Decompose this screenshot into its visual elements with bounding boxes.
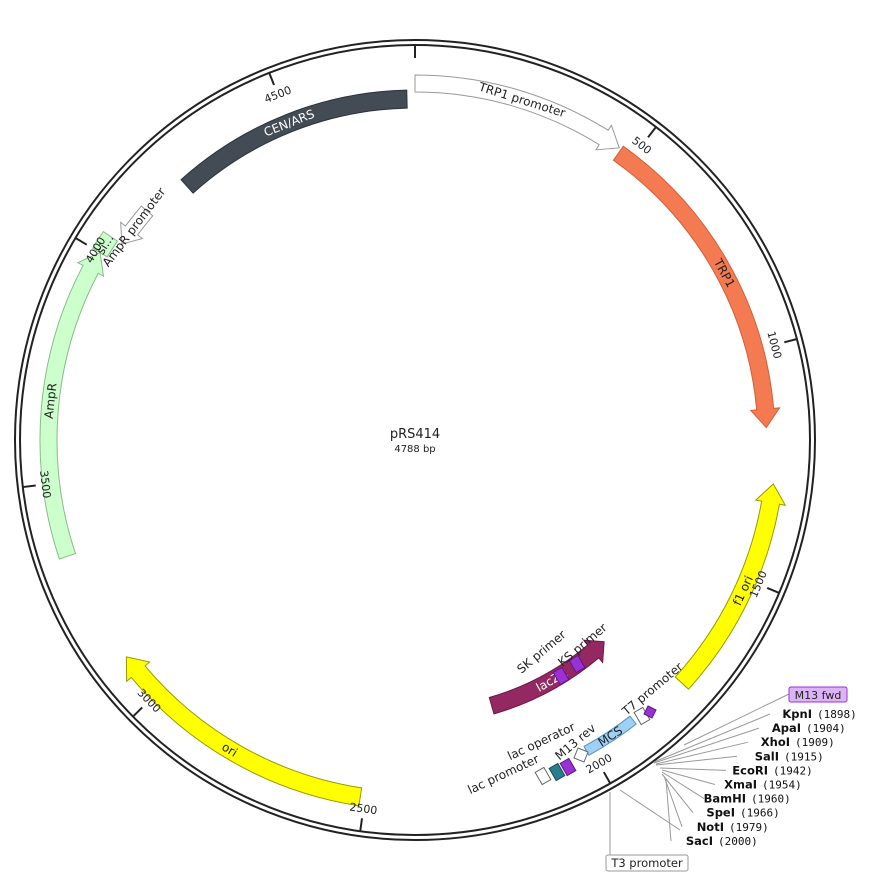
site-ecori: EcoRI (1942) (659, 763, 813, 777)
site-spei: SpeI (1966) (661, 773, 780, 820)
plasmid-name: pRS414 (390, 427, 440, 442)
restriction-sites-layer: KpnI (1898) ApaI (1904) XhoI (1909) SalI (1915)… (619, 693, 857, 848)
site-leader (655, 741, 749, 765)
feature-ampr-promoter-label: AmpR promoter (100, 185, 169, 270)
site-position: (1909) (795, 736, 835, 749)
site-position: (1966) (740, 807, 780, 820)
feature-ampr-signal: si... (92, 230, 119, 258)
backbone-outer (14, 39, 816, 841)
site-xmai: XmaI (1954) (661, 769, 802, 792)
site-leader (653, 727, 760, 764)
feature-ampr-shape (39, 251, 105, 560)
site-position: (2000) (718, 835, 758, 848)
site-name: NotI (697, 820, 724, 834)
feature-ori: ori (125, 656, 363, 807)
tick-label: 2500 (349, 801, 379, 818)
site-name: KpnI (782, 707, 812, 721)
site-name: SalI (755, 749, 779, 763)
site-position: (1898) (817, 708, 857, 721)
feature-trp1: TRP1 (612, 145, 781, 429)
m13-fwd-marker (643, 705, 657, 719)
t3-promoter-label: T3 promoter (610, 856, 683, 870)
site-name: SacI (686, 834, 713, 848)
lac-operator-marker (548, 762, 566, 782)
t3-promoter-box (605, 854, 689, 872)
site-sali: SalI (1915) (655, 749, 824, 766)
site-name: EcoRI (732, 763, 768, 777)
t3-promoter-marker (573, 747, 589, 763)
m13-fwd-label: M13 fwd (795, 689, 842, 702)
feature-ori-label: ori (219, 740, 240, 760)
site-leader (661, 771, 705, 800)
ks-primer-marker (568, 654, 586, 674)
site-position: (1915) (784, 750, 824, 763)
site-name: ApaI (772, 721, 801, 735)
site-kpni: KpnI (1898) (653, 707, 857, 763)
feature-cen-ars: CEN/ARS (180, 89, 408, 194)
tick-label: 3500 (37, 470, 53, 499)
site-leader (661, 769, 716, 785)
m13-fwd-leader (683, 693, 790, 746)
m13-fwd-box (788, 686, 848, 703)
site-leader (661, 773, 694, 814)
site-position: (1942) (773, 764, 813, 777)
site-name: BamHI (704, 792, 746, 806)
tick-mark (268, 72, 275, 86)
tick-label: 4500 (263, 84, 294, 106)
sk-primer-marker (552, 666, 570, 686)
site-leader (663, 775, 683, 827)
feature-f1-ori: f1 ori (674, 483, 787, 690)
site-position: (1904) (806, 722, 846, 735)
feature-ampr: AmpR (39, 251, 105, 560)
m13-rev-marker (559, 757, 577, 777)
tick-mark (75, 237, 88, 246)
lac-promoter-marker (534, 766, 552, 786)
site-position: (1954) (762, 779, 802, 792)
feature-ori-shape (125, 656, 363, 807)
site-leader (653, 713, 771, 763)
site-leader (659, 767, 727, 771)
tick-mark (132, 706, 143, 718)
feature-trp1-promoter-shape (414, 74, 620, 151)
site-xhoi: XhoI (1909) (655, 735, 835, 765)
feature-ampr-signal-shape (92, 230, 119, 258)
site-name: XmaI (724, 778, 757, 792)
lac-promoter-label: lac promoter (466, 752, 542, 797)
plasmid-length: 4788 bp (394, 444, 435, 455)
feature-ampr-promoter: AmpR promoter (100, 185, 169, 270)
feature-cen-ars-shape (180, 89, 408, 194)
tick-mark (647, 126, 657, 138)
site-leader (619, 789, 681, 831)
tick-mark (602, 771, 612, 784)
site-position: (1979) (729, 821, 769, 834)
tick-label: 1000 (764, 330, 784, 360)
feature-trp1-shape (612, 145, 781, 429)
feature-f1-ori-shape (674, 483, 787, 690)
feature-ampr-label: AmpR (42, 382, 60, 419)
site-name: XhoI (761, 735, 790, 749)
site-leader (655, 755, 738, 766)
site-name: SpeI (706, 806, 735, 820)
site-noti: NotI (1979) (663, 775, 769, 834)
site-bamhi: BamHI (1960) (661, 771, 791, 806)
tick-mark (766, 586, 780, 594)
tick-mark (359, 818, 364, 832)
tick-mark (22, 484, 36, 489)
site-leader (665, 779, 672, 841)
site-apai: ApaI (1904) (653, 721, 846, 764)
site-saci: SacI (2000) (665, 779, 758, 848)
feature-mcs-shape (583, 715, 637, 756)
site-position: (1960) (751, 793, 791, 806)
feature-ampr-promoter-shape (120, 205, 154, 245)
tick-mark (784, 338, 798, 344)
